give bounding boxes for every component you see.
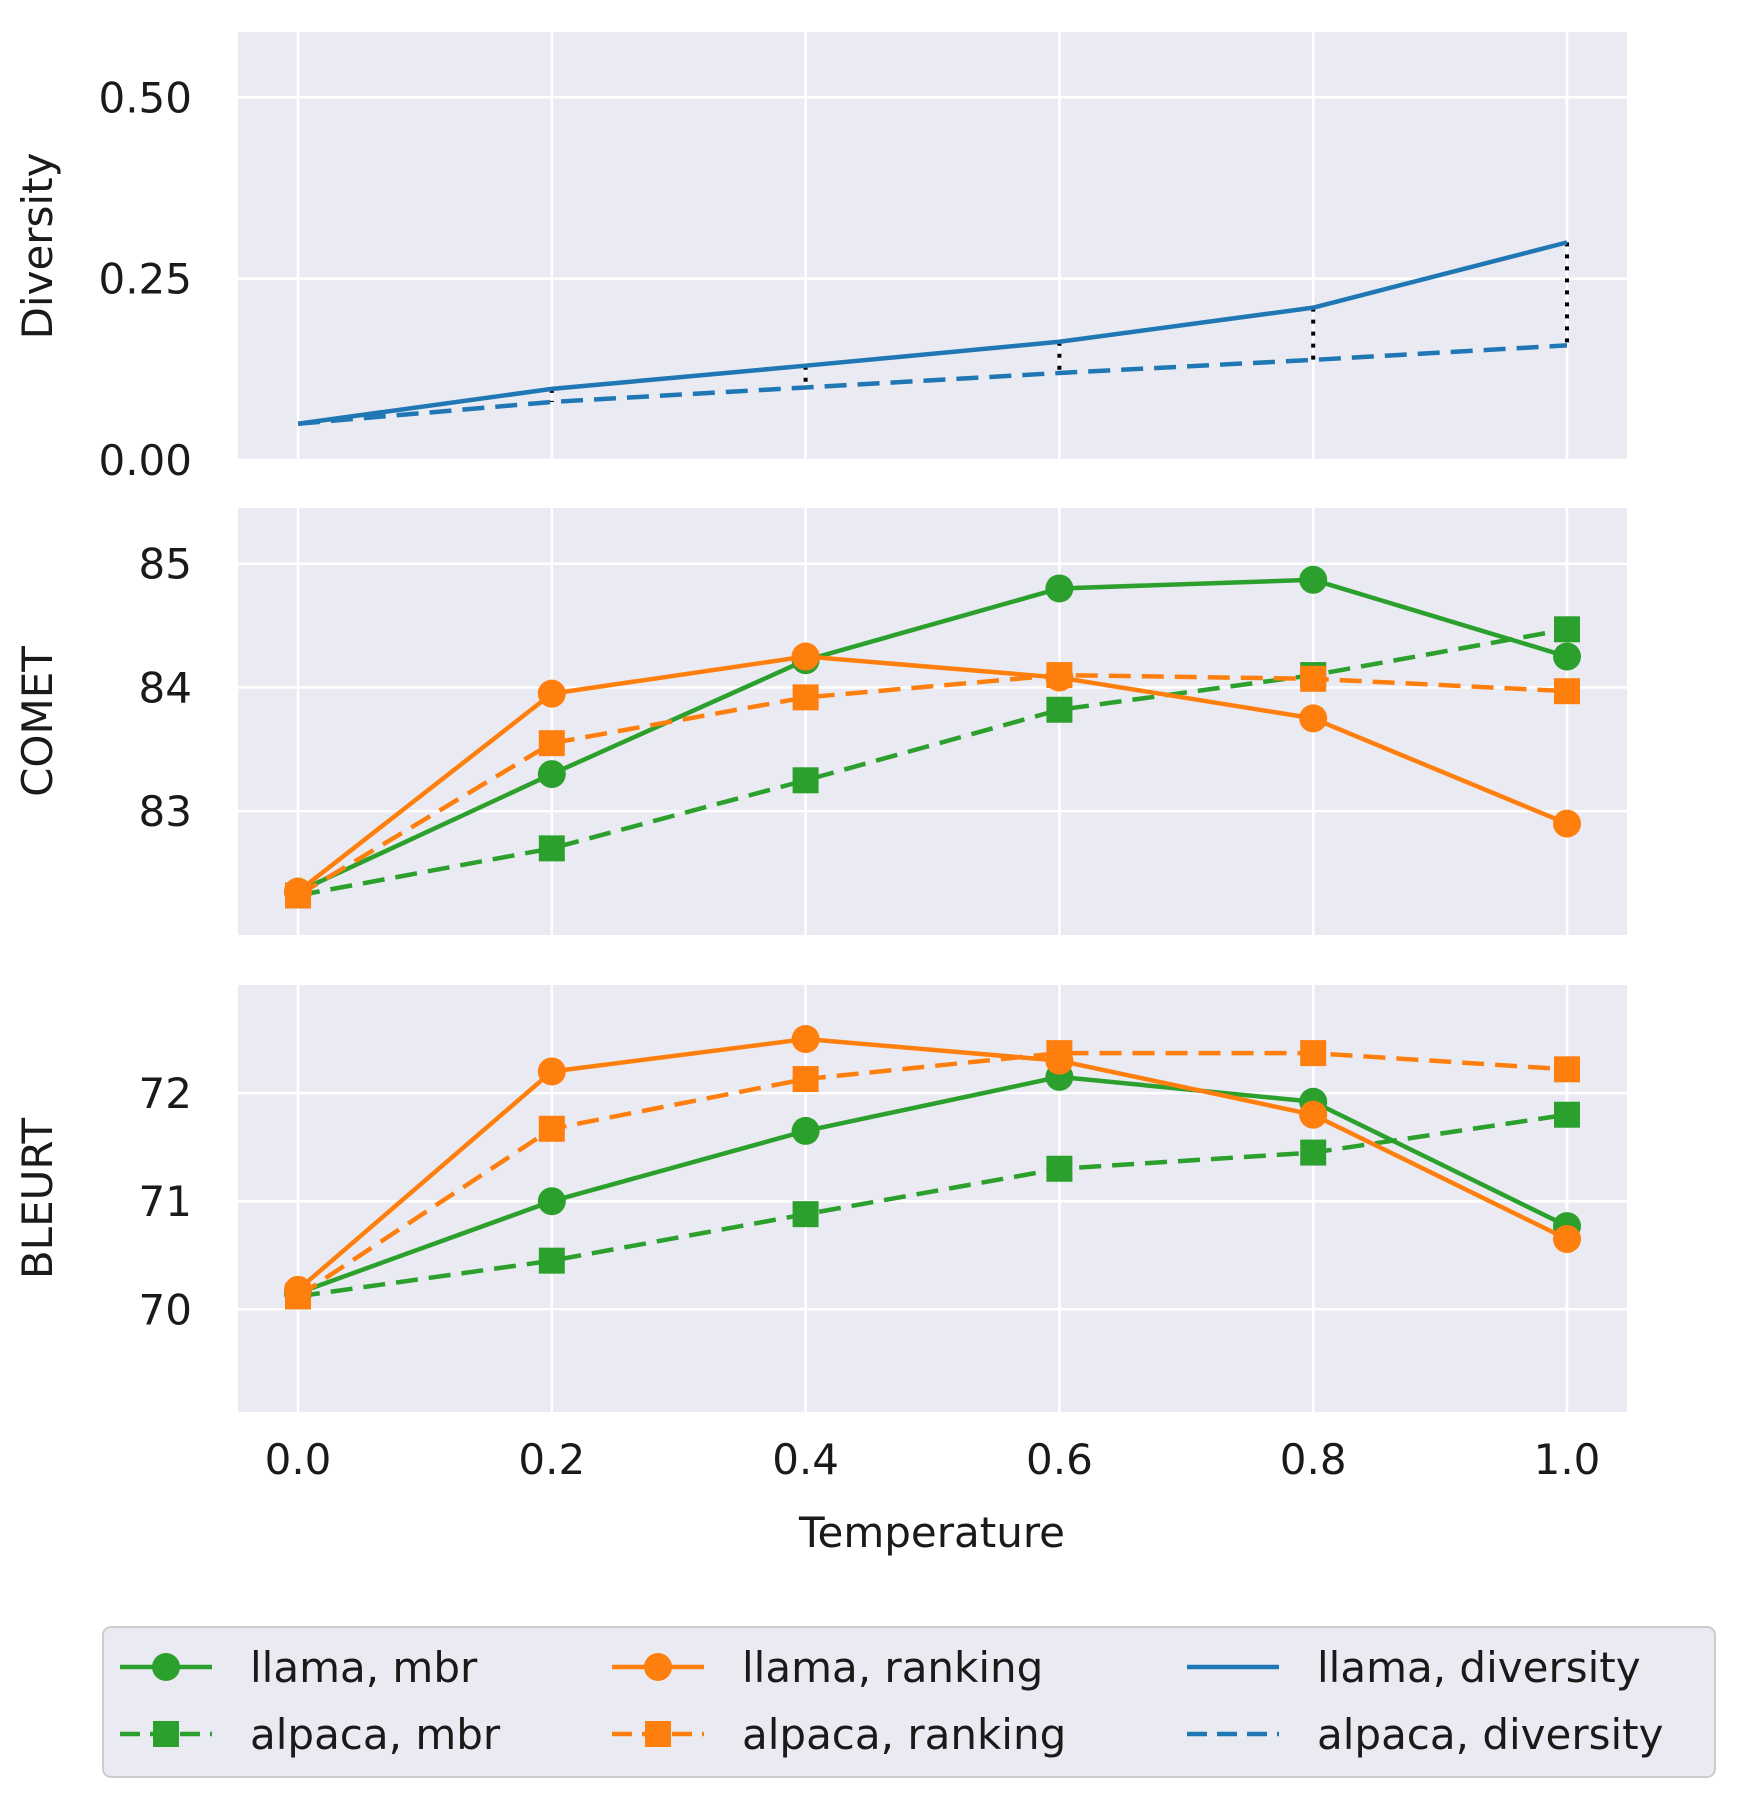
y-tick-label: 0.25 <box>98 255 192 304</box>
data-point <box>1046 696 1073 723</box>
legend-entry: llama, mbr <box>120 1643 478 1692</box>
legend-entry: llama, ranking <box>612 1643 1043 1692</box>
series-line <box>296 654 1568 894</box>
legend-entry: alpaca, diversity <box>1187 1710 1664 1759</box>
data-point <box>1045 574 1074 603</box>
data-point <box>538 1115 565 1142</box>
y-tick-label: 85 <box>139 540 192 589</box>
legend-entry: alpaca, mbr <box>120 1710 501 1759</box>
x-tick-label: 0.4 <box>772 1435 839 1484</box>
data-point <box>537 760 566 789</box>
y-tick-label: 71 <box>139 1177 192 1226</box>
data-point <box>538 730 565 757</box>
x-axis-title: Temperature <box>798 1508 1065 1557</box>
series-line <box>296 672 1568 898</box>
x-tick-label: 0.0 <box>265 1435 332 1484</box>
series-line <box>297 1074 1568 1296</box>
data-point <box>791 1025 820 1054</box>
data-point <box>1553 809 1581 838</box>
plot-area-comet <box>238 508 1627 935</box>
data-point <box>1299 1100 1328 1129</box>
legend-marker <box>645 1721 671 1747</box>
data-point <box>1553 642 1581 671</box>
series-line <box>297 577 1568 894</box>
legend-entry: alpaca, ranking <box>612 1710 1066 1759</box>
legend-frame <box>102 1626 1716 1778</box>
y-axis-title-bleurt: BLEURT <box>13 1118 62 1280</box>
data-point <box>537 1187 566 1216</box>
data-point <box>1299 704 1328 733</box>
legend-marker <box>152 1653 180 1681</box>
legend-label: llama, ranking <box>742 1643 1043 1692</box>
subplot-stack: 0.00 0.25 0.50 Diversity 83 84 85 COMET 70 71 72 BL… <box>13 32 1627 1484</box>
series-line <box>297 240 1568 426</box>
data-point <box>1300 665 1327 692</box>
series-alpaca-diversity <box>297 343 1568 426</box>
series-llama-ranking <box>284 1025 1581 1304</box>
y-axis-title-diversity: Diversity <box>13 153 62 340</box>
subplot-bleurt: 70 71 72 BLEURT 0.0 0.2 0.4 0.6 0.8 1.0 <box>13 985 1627 1484</box>
series-alpaca-ranking <box>285 662 1580 909</box>
subplot-comet: 83 84 85 COMET <box>13 508 1627 935</box>
data-point <box>1554 1056 1580 1083</box>
y-tick-label: 72 <box>139 1069 192 1118</box>
y-axis-title-comet: COMET <box>13 646 62 797</box>
series-line <box>297 1112 1568 1299</box>
legend-entry: llama, diversity <box>1187 1643 1641 1692</box>
data-point <box>791 642 820 671</box>
legend-label: llama, mbr <box>250 1643 478 1692</box>
series-llama-diversity <box>297 240 1568 426</box>
data-point <box>1299 565 1328 594</box>
x-tick-label: 1.0 <box>1534 1435 1601 1484</box>
y-tick-label: 84 <box>139 663 192 712</box>
x-tick-label: 0.6 <box>1026 1435 1093 1484</box>
series-alpaca-ranking <box>285 1040 1580 1310</box>
legend-label: alpaca, ranking <box>742 1710 1066 1759</box>
data-point <box>1553 1225 1581 1254</box>
legend-marker <box>644 1653 672 1681</box>
data-point <box>1554 1101 1580 1128</box>
data-point <box>1046 1040 1073 1067</box>
data-point <box>538 1247 565 1274</box>
y-tick-label: 0.00 <box>98 436 192 485</box>
data-point <box>537 679 566 708</box>
legend-label: alpaca, diversity <box>1317 1710 1664 1759</box>
data-point <box>538 835 565 862</box>
series-line <box>296 1036 1568 1292</box>
subplot-diversity: 0.00 0.25 0.50 Diversity <box>13 32 1627 485</box>
legend-label: alpaca, mbr <box>250 1710 501 1759</box>
x-tick-label: 0.2 <box>518 1435 585 1484</box>
y-tick-label: 0.50 <box>98 73 192 122</box>
y-tick-label: 70 <box>139 1285 192 1334</box>
series-line <box>297 627 1568 898</box>
legend-marker <box>153 1721 179 1747</box>
data-point <box>1300 1139 1327 1166</box>
data-point <box>792 684 819 711</box>
plot-area-diversity <box>238 32 1627 460</box>
data-point <box>792 1201 819 1228</box>
legend: llama, mbr alpaca, mbr llama, ranking alpac… <box>102 1626 1716 1778</box>
data-point <box>792 767 819 794</box>
data-point <box>285 1283 311 1310</box>
data-point <box>285 882 311 909</box>
plot-area-bleurt <box>238 985 1627 1412</box>
data-point <box>1554 616 1580 643</box>
data-point <box>1046 662 1073 689</box>
data-point <box>1300 1040 1327 1067</box>
data-point <box>791 1116 820 1145</box>
legend-label: llama, diversity <box>1317 1643 1641 1692</box>
y-tick-label: 83 <box>139 787 192 836</box>
data-point <box>792 1066 819 1093</box>
x-tick-label: 0.8 <box>1280 1435 1347 1484</box>
data-point <box>1554 678 1580 705</box>
data-point <box>537 1057 566 1086</box>
series-line <box>297 343 1568 426</box>
data-point <box>1046 1155 1073 1182</box>
